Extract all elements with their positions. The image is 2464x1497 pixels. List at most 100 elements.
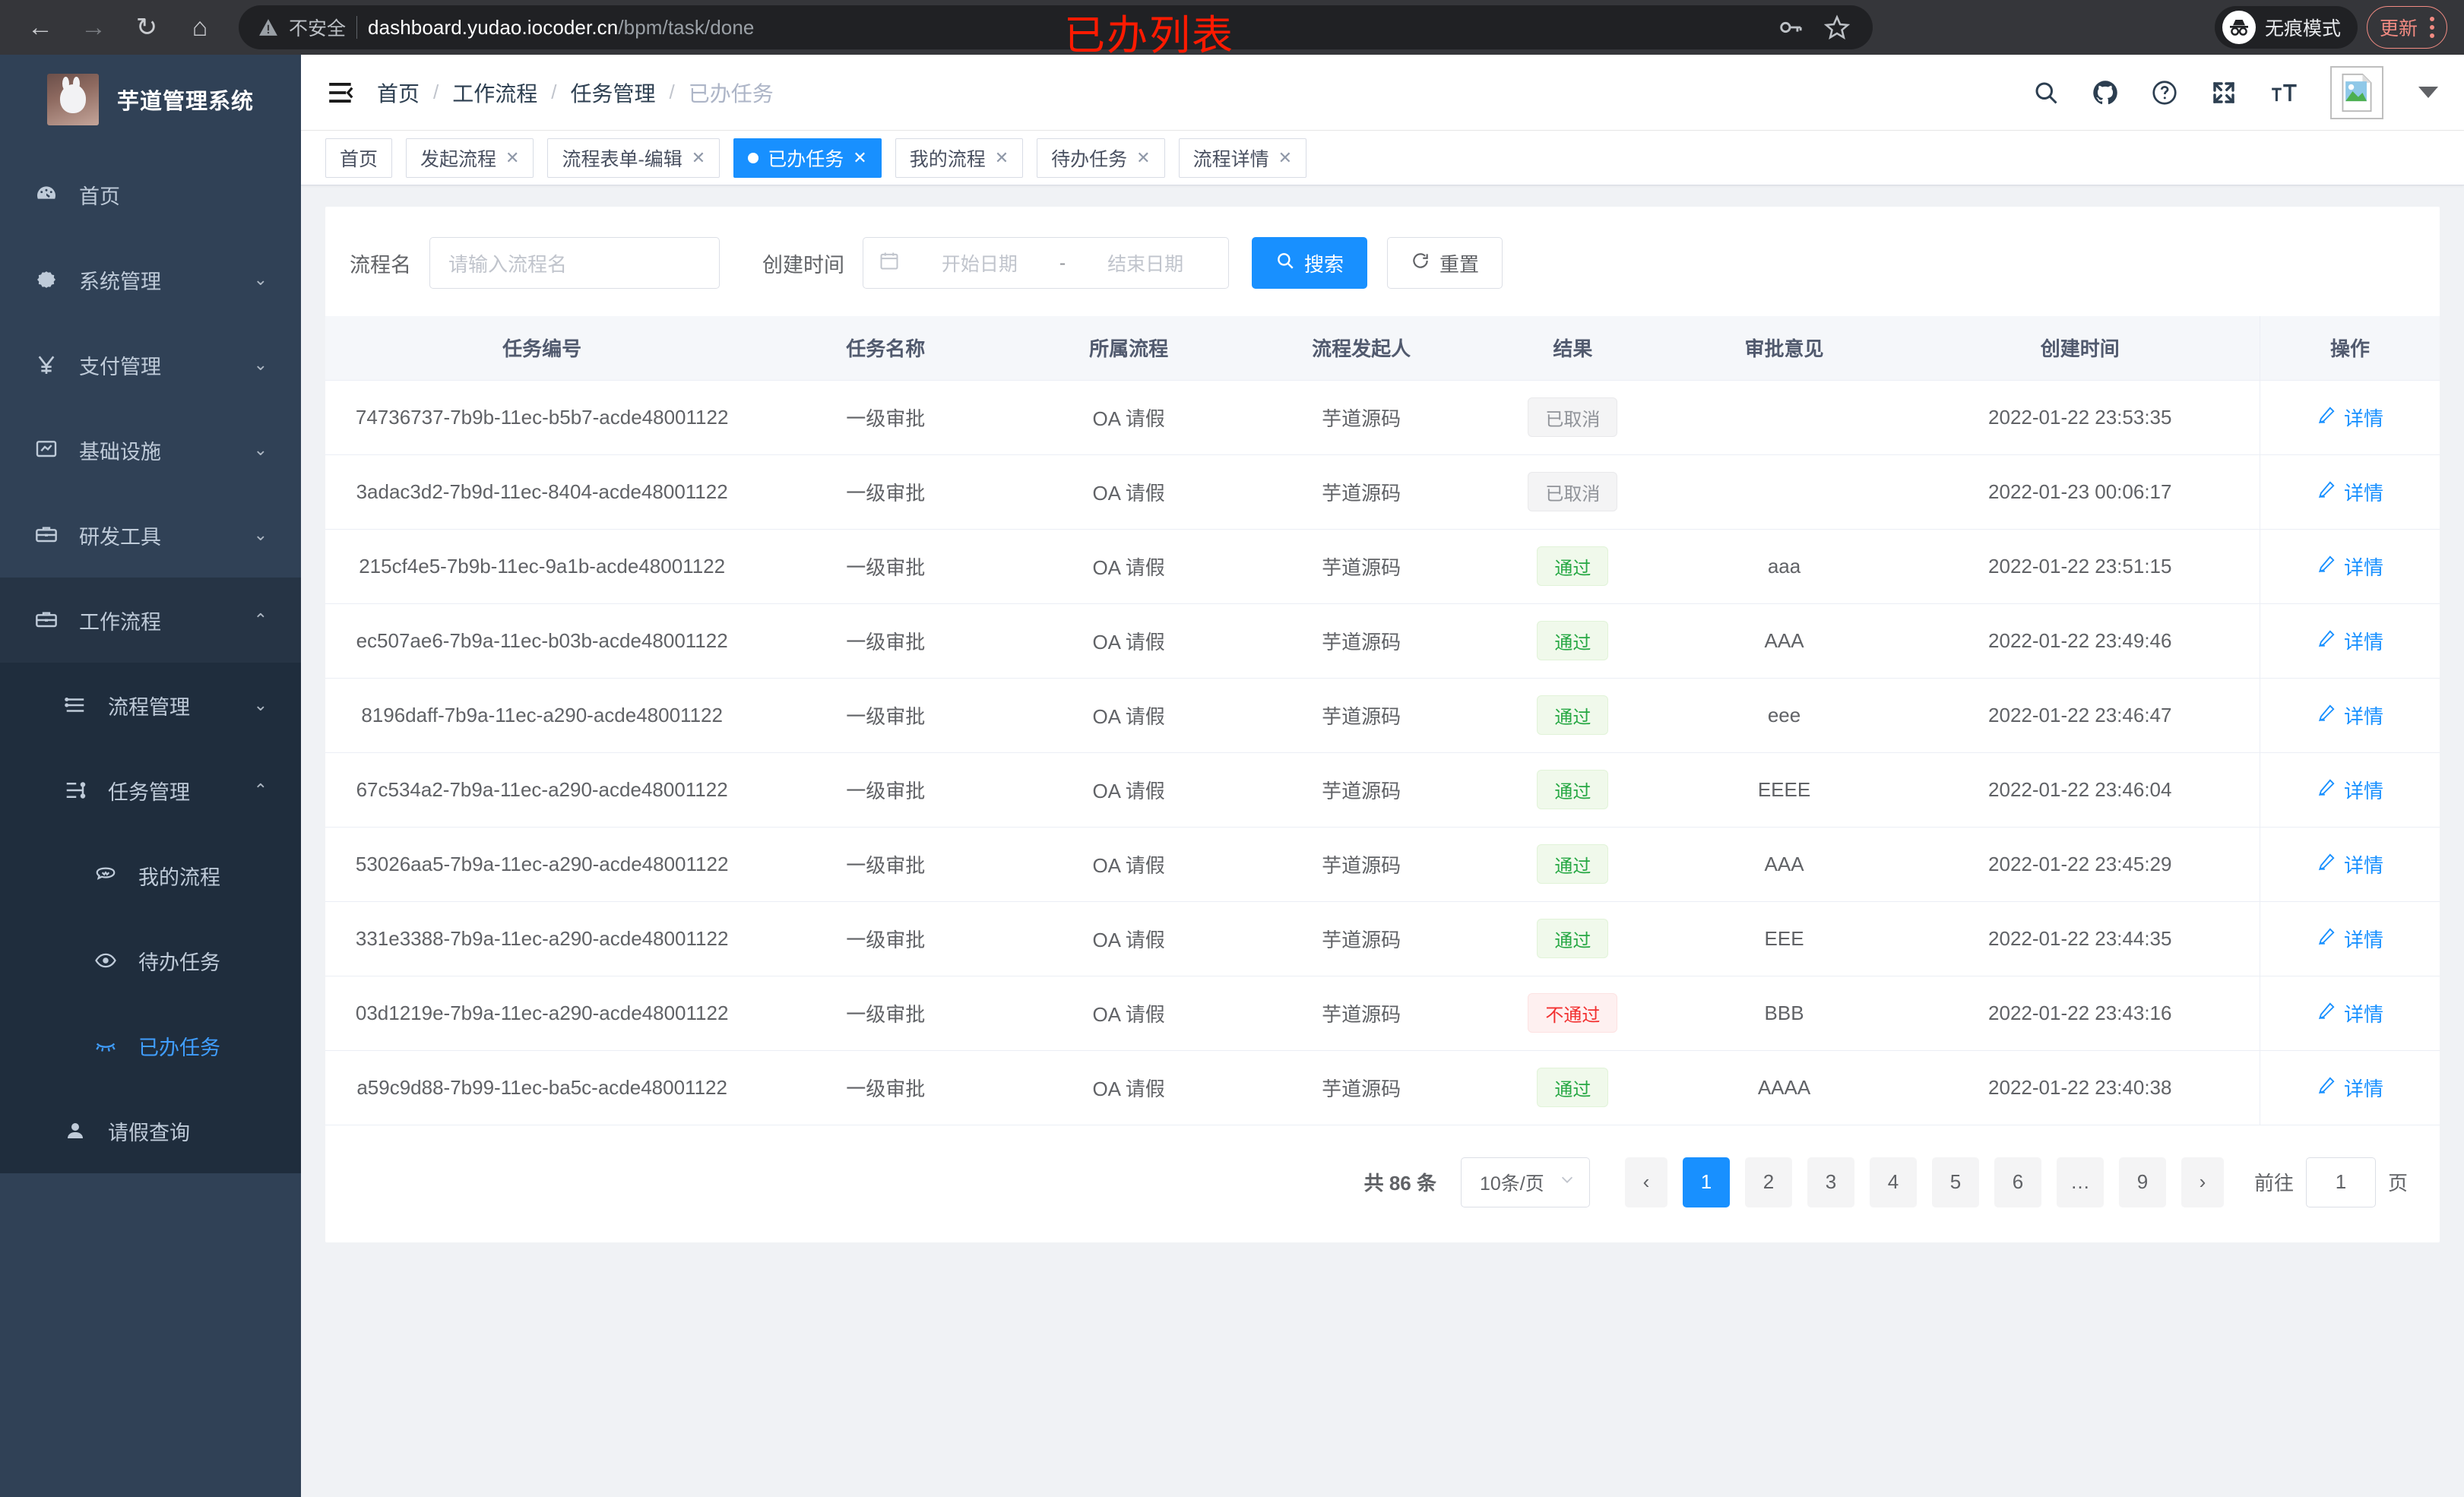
forward-icon[interactable]: →: [81, 13, 106, 42]
page-jump-input[interactable]: 1: [2305, 1157, 2376, 1207]
avatar[interactable]: [2330, 65, 2383, 119]
page-number-6[interactable]: 6: [1994, 1157, 2041, 1207]
sidebar-item-system[interactable]: 系统管理 ⌄: [0, 237, 301, 322]
hamburger-icon[interactable]: [324, 78, 359, 107]
star-icon[interactable]: [1824, 14, 1850, 40]
cell-task-name: 一级审批: [759, 454, 1013, 530]
sidebar-item-done-task[interactable]: 已办任务: [0, 1003, 301, 1088]
detail-button[interactable]: 详情: [2317, 552, 2383, 581]
browser-right-controls: 无痕模式 更新: [2214, 6, 2447, 49]
search-icon[interactable]: [2032, 79, 2060, 106]
tab-my-process[interactable]: 我的流程 ✕: [895, 138, 1024, 178]
page-size-label: 10条/页: [1479, 1173, 1544, 1195]
prev-page-button[interactable]: ‹: [1624, 1157, 1667, 1207]
task-icon: [62, 779, 88, 802]
sidebar-item-process-mgmt[interactable]: 流程管理 ⌄: [0, 663, 301, 748]
next-page-button[interactable]: ›: [2181, 1157, 2224, 1207]
cell-process: OA 请假: [1012, 529, 1246, 604]
sidebar-item-task-mgmt[interactable]: 任务管理 ⌃: [0, 748, 301, 833]
page-number-1[interactable]: 1: [1682, 1157, 1730, 1207]
detail-button[interactable]: 详情: [2317, 1074, 2383, 1102]
update-button[interactable]: 更新: [2366, 6, 2447, 49]
cell-opinion: eee: [1667, 678, 1901, 753]
close-icon[interactable]: ✕: [691, 147, 706, 167]
tab-process-form-edit[interactable]: 流程表单-编辑 ✕: [547, 138, 721, 178]
tab-label: 待办任务: [1051, 148, 1128, 170]
breadcrumb-item-2[interactable]: 任务管理: [570, 81, 656, 106]
incognito-indicator[interactable]: 无痕模式: [2214, 6, 2358, 49]
list-icon: [62, 694, 88, 717]
sidebar-item-label: 待办任务: [138, 951, 220, 974]
page-number-5[interactable]: 5: [1931, 1157, 1979, 1207]
help-circle-icon[interactable]: [2151, 79, 2178, 106]
search-button[interactable]: 搜索: [1252, 237, 1368, 289]
detail-button[interactable]: 详情: [2317, 776, 2383, 804]
kebab-menu-icon[interactable]: [2430, 17, 2434, 38]
sidebar-item-pay[interactable]: 支付管理 ⌄: [0, 322, 301, 407]
detail-button-label: 详情: [2343, 407, 2383, 430]
chevron-down-icon[interactable]: [2418, 87, 2438, 98]
page-size-select[interactable]: 10条/页: [1460, 1157, 1590, 1207]
reload-icon[interactable]: ↻: [135, 13, 158, 42]
detail-button[interactable]: 详情: [2317, 478, 2383, 506]
cell-created: 2022-01-22 23:40:38: [1900, 1050, 2260, 1125]
cell-opinion: BBB: [1667, 976, 1901, 1051]
sidebar-logo[interactable]: 芋道管理系统: [0, 55, 301, 144]
github-icon[interactable]: [2092, 79, 2119, 106]
table-row: 331e3388-7b9a-11ec-a290-acde48001122 一级审批…: [325, 901, 2440, 976]
cell-task-name: 一级审批: [759, 752, 1013, 828]
page-number-3[interactable]: 3: [1807, 1157, 1854, 1207]
fullscreen-icon[interactable]: [2210, 79, 2238, 106]
detail-button[interactable]: 详情: [2317, 627, 2383, 655]
calendar-icon: [879, 250, 900, 277]
close-icon[interactable]: ✕: [1278, 147, 1293, 167]
cell-result: 已取消: [1477, 380, 1668, 455]
font-size-icon[interactable]: [2269, 78, 2298, 107]
cell-operation: 详情: [2259, 901, 2440, 976]
key-icon[interactable]: [1777, 14, 1803, 40]
page-number-4[interactable]: 4: [1869, 1157, 1917, 1207]
sidebar-item-infra[interactable]: 基础设施 ⌄: [0, 407, 301, 492]
gear-icon: [33, 267, 59, 292]
home-icon[interactable]: ⌂: [192, 13, 208, 42]
close-icon[interactable]: ✕: [994, 147, 1009, 167]
close-icon[interactable]: ✕: [505, 147, 520, 167]
sidebar-item-my-process[interactable]: 我的流程: [0, 833, 301, 918]
active-dot-icon: [748, 152, 759, 163]
detail-button[interactable]: 详情: [2317, 701, 2383, 730]
create-time-range-picker[interactable]: 开始日期 - 结束日期: [863, 237, 1229, 289]
detail-button[interactable]: 详情: [2317, 850, 2383, 878]
tab-start-process[interactable]: 发起流程 ✕: [406, 138, 534, 178]
table-row: 215cf4e5-7b9b-11ec-9a1b-acde48001122 一级审批…: [325, 529, 2440, 604]
back-icon[interactable]: ←: [27, 13, 53, 42]
close-icon[interactable]: ✕: [1136, 147, 1151, 167]
reset-button[interactable]: 重置: [1387, 237, 1503, 289]
tab-process-detail[interactable]: 流程详情 ✕: [1178, 138, 1307, 178]
breadcrumb-item-0[interactable]: 首页: [377, 81, 420, 106]
process-name-input[interactable]: 请输入流程名: [429, 237, 720, 289]
col-opinion: 审批意见: [1667, 316, 1901, 381]
sidebar-item-leave-query[interactable]: 请假查询: [0, 1088, 301, 1173]
detail-button[interactable]: 详情: [2317, 404, 2383, 432]
detail-button-label: 详情: [2343, 481, 2383, 505]
tags-view: 首页 发起流程 ✕ 流程表单-编辑 ✕ 已办任务 ✕ 我的流程 ✕ 待办任务 ✕: [301, 131, 2464, 185]
sidebar-item-devtools[interactable]: 研发工具 ⌄: [0, 492, 301, 578]
detail-button[interactable]: 详情: [2317, 925, 2383, 953]
page-ellipsis[interactable]: …: [2056, 1157, 2104, 1207]
sidebar-item-workflow[interactable]: 工作流程 ⌃: [0, 578, 301, 663]
page-number-9[interactable]: 9: [2118, 1157, 2166, 1207]
breadcrumb-item-1[interactable]: 工作流程: [452, 81, 538, 106]
pencil-icon: [2317, 479, 2336, 505]
table-body: 74736737-7b9b-11ec-b5b7-acde48001122 一级审批…: [325, 380, 2440, 1125]
detail-button[interactable]: 详情: [2317, 999, 2383, 1027]
page-number-2[interactable]: 2: [1744, 1157, 1792, 1207]
sidebar-item-todo-task[interactable]: 待办任务: [0, 918, 301, 1003]
top-navbar: 首页 / 工作流程 / 任务管理 / 已办任务: [301, 55, 2464, 131]
sidebar-item-home[interactable]: 首页: [0, 152, 301, 237]
tab-todo-task[interactable]: 待办任务 ✕: [1037, 138, 1165, 178]
tab-done-task[interactable]: 已办任务 ✕: [733, 138, 882, 178]
close-icon[interactable]: ✕: [853, 147, 867, 167]
col-initiator: 流程发起人: [1245, 316, 1478, 381]
address-bar[interactable]: 不安全 dashboard.yudao.iocoder.cn/bpm/task/…: [239, 5, 1873, 49]
tab-home[interactable]: 首页: [325, 138, 393, 178]
